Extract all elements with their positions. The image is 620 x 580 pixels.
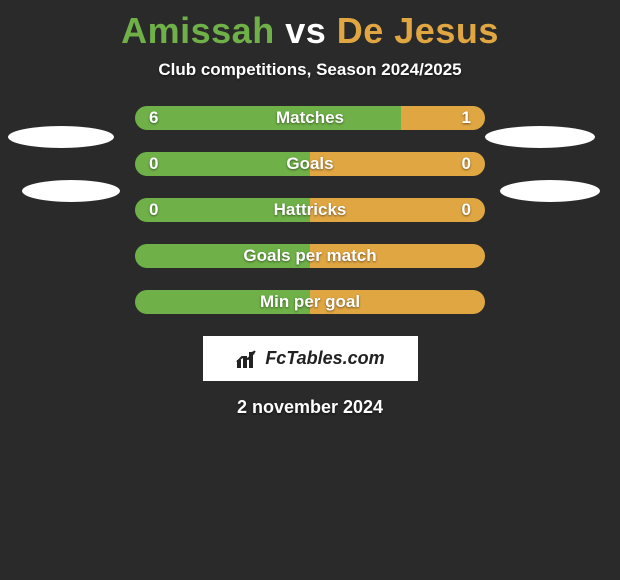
- stat-label: Goals: [135, 154, 485, 174]
- decorative-oval: [485, 126, 595, 148]
- date-line: 2 november 2024: [0, 397, 620, 418]
- branding-box: FcTables.com: [203, 336, 418, 381]
- stat-text-layer: 6Matches1: [135, 106, 485, 130]
- page-title: Amissah vs De Jesus: [0, 0, 620, 52]
- branding-label: FcTables.com: [265, 348, 384, 369]
- stat-label: Hattricks: [135, 200, 485, 220]
- decorative-oval: [8, 126, 114, 148]
- stat-text-layer: Goals per match: [135, 244, 485, 268]
- stat-row: 0Hattricks0: [135, 198, 485, 222]
- title-player1: Amissah: [121, 10, 275, 51]
- stats-block: 6Matches1 0Goals0 0Hattricks0 Goals per mat…: [135, 106, 485, 314]
- stat-text-layer: Min per goal: [135, 290, 485, 314]
- stat-text-layer: 0Hattricks0: [135, 198, 485, 222]
- chart-icon: [235, 348, 261, 370]
- stat-row: 6Matches1: [135, 106, 485, 130]
- stat-label: Min per goal: [135, 292, 485, 312]
- stat-row: Goals per match: [135, 244, 485, 268]
- title-vs: vs: [275, 10, 337, 51]
- stat-label: Goals per match: [135, 246, 485, 266]
- stat-row: Min per goal: [135, 290, 485, 314]
- stat-label: Matches: [135, 108, 485, 128]
- stat-text-layer: 0Goals0: [135, 152, 485, 176]
- decorative-oval: [22, 180, 120, 202]
- title-player2: De Jesus: [337, 10, 499, 51]
- stat-row: 0Goals0: [135, 152, 485, 176]
- decorative-oval: [500, 180, 600, 202]
- subtitle: Club competitions, Season 2024/2025: [0, 60, 620, 80]
